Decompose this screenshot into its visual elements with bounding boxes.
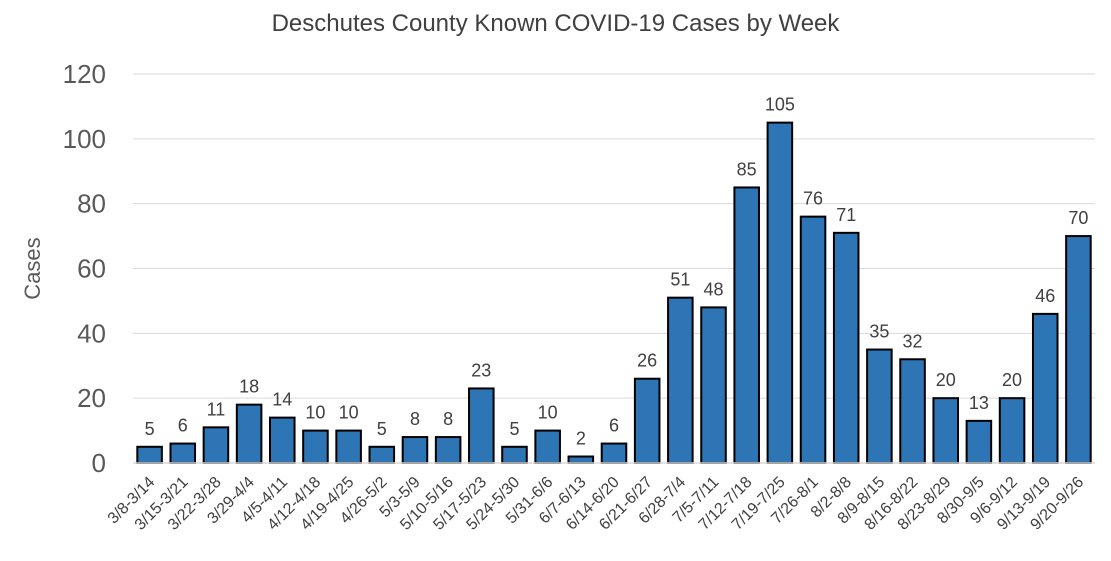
bar [169,442,197,464]
y-axis-label: Cases [20,237,45,299]
data-label: 10 [305,403,325,423]
data-label: 71 [836,205,856,225]
y-axis-ticks: 0 20 40 60 80 100 120 [63,59,106,478]
y-tick-label: 60 [77,254,106,284]
bar [667,296,694,464]
data-label: 26 [637,351,657,371]
data-label: 6 [178,416,188,436]
y-tick-label: 0 [92,448,106,478]
data-label: 20 [1002,370,1022,390]
data-label: 8 [443,409,453,429]
y-tick-label: 100 [63,124,106,154]
gridlines [133,73,1095,399]
data-label: 14 [272,390,292,410]
data-label: 23 [471,360,491,380]
bar [766,121,794,464]
data-label: 32 [903,331,923,351]
data-label: 85 [737,159,757,179]
y-tick-label: 120 [63,59,106,89]
bar [700,306,727,464]
bar [468,387,495,465]
bar [136,445,163,464]
data-label: 10 [538,403,558,423]
data-label: 6 [609,416,619,436]
bar [567,455,595,464]
data-label: 18 [239,377,259,397]
bar [534,429,561,465]
data-label: 2 [576,429,586,449]
bar [866,348,893,464]
data-label: 48 [704,279,724,299]
data-label: 11 [207,399,226,419]
bar [269,416,296,465]
y-tick-label: 80 [77,189,106,219]
data-label: 51 [670,270,690,290]
bar [733,186,760,464]
bar [368,445,396,464]
data-label: 5 [377,419,387,439]
bar [1031,312,1059,464]
data-label: 5 [509,419,519,439]
x-axis-ticks: 3/8-3/143/15-3/213/22-3/283/29-4/44/5-4/… [105,474,1087,534]
data-label: 13 [969,393,989,413]
data-label: 35 [869,322,889,342]
bar [335,429,362,465]
bar [302,429,329,465]
bar [633,377,661,465]
bar [501,445,528,464]
data-label: 76 [803,189,823,209]
bar [1065,235,1092,464]
bar [235,403,263,464]
bar [434,436,462,465]
bar [832,231,860,464]
bars [136,121,1092,465]
data-label: 46 [1035,286,1055,306]
data-label: 10 [339,403,359,423]
bar [401,436,429,465]
data-label: 5 [145,419,155,439]
y-tick-label: 40 [77,318,106,348]
bar [202,426,230,465]
bar [799,215,827,464]
bar [998,397,1026,464]
data-label: 105 [765,95,795,115]
chart-title: Deschutes County Known COVID-19 Cases by… [271,10,840,37]
data-label: 8 [410,409,420,429]
bar [600,442,628,464]
data-label: 70 [1068,208,1088,228]
bar [932,397,959,464]
bar [965,419,993,465]
y-tick-label: 20 [77,383,106,413]
bar [899,358,926,464]
data-label: 20 [936,370,956,390]
